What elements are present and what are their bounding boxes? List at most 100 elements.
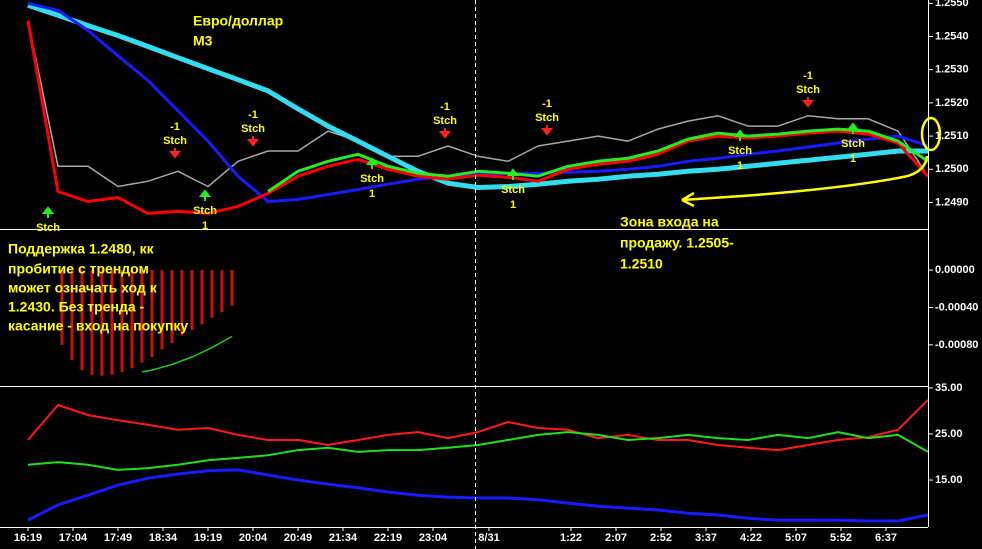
x-tick-label: 20:04 bbox=[239, 532, 268, 544]
signal-arrow bbox=[846, 122, 860, 134]
bar bbox=[210, 270, 214, 318]
y-tick-label: 1.2520 bbox=[935, 97, 969, 109]
chart-title: Евро/доллар bbox=[193, 13, 283, 29]
bar bbox=[180, 270, 184, 336]
annotation-curve bbox=[741, 155, 929, 198]
series-line bbox=[267, 127, 928, 193]
x-tick-label: 2:52 bbox=[650, 532, 672, 544]
series-line bbox=[27, 399, 928, 452]
series-line bbox=[27, 20, 928, 188]
signal-arrow bbox=[438, 128, 452, 139]
y-tick-label: -0.00080 bbox=[935, 339, 978, 351]
signal-text: Stch bbox=[433, 115, 457, 127]
y-tick-label: 15.00 bbox=[935, 474, 963, 486]
bar bbox=[120, 270, 124, 372]
signal-label: 1 bbox=[369, 188, 375, 200]
bar bbox=[220, 270, 224, 313]
series-line bbox=[26, 20, 928, 215]
signal-arrow bbox=[365, 157, 379, 169]
signal-text: Stch bbox=[36, 222, 60, 234]
annotation-ellipse bbox=[920, 116, 942, 152]
x-tick-label: 19:19 bbox=[194, 532, 222, 544]
x-tick-label: 22:19 bbox=[374, 532, 402, 544]
signal-text: Stch bbox=[535, 112, 559, 124]
y-tick-label: 0.00000 bbox=[935, 264, 975, 276]
annotation: 1.2430. Без тренда - bbox=[8, 299, 145, 315]
y-tick-label: 1.2540 bbox=[935, 30, 969, 42]
bar bbox=[130, 270, 134, 369]
signal-text: Stch bbox=[241, 123, 265, 135]
bar bbox=[170, 270, 174, 343]
x-tick-label: 23:04 bbox=[419, 532, 448, 544]
price-panel bbox=[26, 1, 928, 218]
annotation: Поддержка 1.2480, кк bbox=[8, 241, 155, 257]
signal-label: 1 bbox=[850, 153, 856, 165]
signal-arrow bbox=[506, 168, 520, 180]
signal-text: Stch bbox=[163, 135, 187, 147]
bar bbox=[60, 270, 64, 345]
x-tick-label: 18:34 bbox=[149, 532, 178, 544]
y-tick-label: 1.2530 bbox=[935, 64, 969, 76]
bar bbox=[200, 270, 204, 325]
bar bbox=[150, 270, 154, 357]
x-tick-label: 8/31 bbox=[478, 532, 499, 544]
signal-arrow bbox=[168, 148, 182, 159]
signal-arrow bbox=[246, 136, 260, 147]
signal-text: Stch bbox=[501, 184, 525, 196]
y-tick-label: 1.2550 bbox=[935, 0, 969, 9]
x-tick-label: 17:49 bbox=[104, 532, 132, 544]
annotation: продажу. 1.2505- bbox=[620, 235, 734, 251]
x-tick-label: 1:22 bbox=[560, 532, 582, 544]
bar bbox=[110, 270, 114, 375]
signal-text: Stch bbox=[193, 205, 217, 217]
x-tick-label: 5:52 bbox=[830, 532, 852, 544]
y-tick-label: 1.2500 bbox=[935, 163, 969, 175]
bar bbox=[100, 270, 104, 376]
x-tick-label: 21:34 bbox=[329, 532, 358, 544]
signal-text: Stch bbox=[360, 173, 384, 185]
signal-arrow bbox=[801, 97, 815, 108]
signal-text: Stch bbox=[728, 145, 752, 157]
signal-label: 1 bbox=[737, 160, 743, 172]
bar bbox=[80, 270, 84, 371]
annotation: касание - вход на покупку bbox=[8, 318, 188, 334]
bar bbox=[140, 270, 144, 363]
y-tick-label: 35.00 bbox=[935, 382, 963, 394]
y-tick-label: 25.00 bbox=[935, 428, 963, 440]
y-tick-label: 1.2490 bbox=[935, 196, 969, 208]
y-tick-label: 1.2510 bbox=[935, 130, 969, 142]
annotation: Зона входа на bbox=[620, 214, 719, 230]
signal-label: -1 bbox=[440, 101, 450, 113]
y-tick-label: -0.00040 bbox=[935, 301, 978, 313]
x-tick-label: 20:49 bbox=[284, 532, 312, 544]
x-tick-label: 17:04 bbox=[59, 532, 88, 544]
signal-label: 1 bbox=[510, 199, 516, 211]
series-line bbox=[27, 468, 928, 523]
annotation-arrow bbox=[681, 191, 743, 208]
signal-label: -1 bbox=[248, 109, 258, 121]
series-line bbox=[27, 431, 928, 471]
signal-label: 1 bbox=[202, 220, 208, 232]
signal-label: -1 bbox=[803, 70, 813, 82]
oscillator-panel bbox=[60, 270, 234, 376]
bar bbox=[190, 270, 194, 330]
signal-text: Stch bbox=[841, 138, 865, 150]
x-tick-label: 6:37 bbox=[875, 532, 897, 544]
annotation: пробитие с трендом bbox=[8, 261, 149, 277]
x-tick-label: 16:19 bbox=[14, 532, 42, 544]
signal-text: Stch bbox=[796, 84, 820, 96]
signal-arrow bbox=[198, 189, 212, 201]
signal-label: -1 bbox=[542, 98, 552, 110]
chart-subtitle: М3 bbox=[193, 33, 213, 49]
series-line bbox=[141, 335, 233, 373]
series-line bbox=[27, 2, 928, 190]
bar bbox=[160, 270, 164, 350]
bar bbox=[230, 270, 234, 306]
signal-arrow bbox=[41, 206, 55, 218]
annotation: может означать ход к bbox=[8, 280, 158, 296]
annotation: 1.2510 bbox=[620, 256, 663, 272]
x-tick-label: 5:07 bbox=[785, 532, 807, 544]
